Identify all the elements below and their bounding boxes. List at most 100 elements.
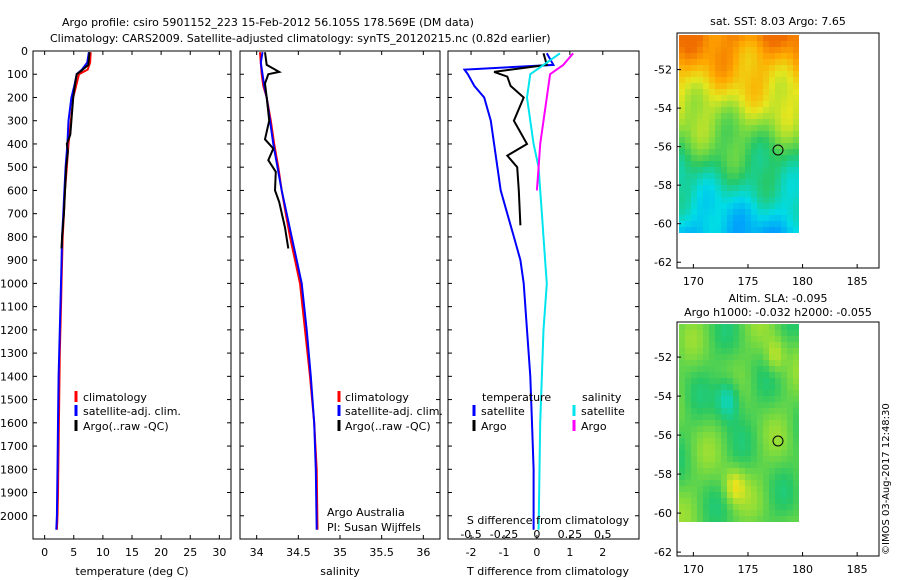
field-cell: [745, 155, 751, 161]
field-cell: [709, 89, 715, 95]
field-cell: [721, 414, 727, 420]
field-cell: [703, 113, 709, 119]
field-cell: [739, 420, 745, 426]
field-cell: [745, 462, 751, 468]
field-cell: [769, 396, 775, 402]
field-cell: [781, 173, 787, 179]
field-cell: [721, 456, 727, 462]
field-cell: [709, 372, 715, 378]
field-cell: [733, 348, 739, 354]
field-cell: [793, 516, 799, 522]
field-cell: [775, 173, 781, 179]
field-cell: [721, 227, 727, 233]
field-cell: [697, 149, 703, 155]
field-cell: [775, 113, 781, 119]
field-cell: [757, 179, 763, 185]
field-cell: [685, 209, 691, 215]
field-cell: [727, 167, 733, 173]
field-cell: [775, 486, 781, 492]
field-cell: [721, 360, 727, 366]
field-cell: [787, 462, 793, 468]
lat-tick-label: -58: [654, 179, 672, 192]
field-cell: [769, 324, 775, 330]
field-cell: [685, 360, 691, 366]
field-cell: [679, 348, 685, 354]
field-cell: [751, 456, 757, 462]
field-cell: [745, 378, 751, 384]
legend-climatology-label: climatology: [83, 391, 147, 404]
field-cell: [685, 95, 691, 101]
field-cell: [775, 456, 781, 462]
field-cell: [697, 101, 703, 107]
field-cell: [751, 65, 757, 71]
field-cell: [709, 426, 715, 432]
field-cell: [715, 185, 721, 191]
field-cell: [769, 438, 775, 444]
field-cell: [739, 378, 745, 384]
field-cell: [709, 378, 715, 384]
field-cell: [733, 209, 739, 215]
field-cell: [709, 137, 715, 143]
field-cell: [787, 498, 793, 504]
field-cell: [733, 342, 739, 348]
field-cell: [733, 179, 739, 185]
field-cell: [757, 227, 763, 233]
field-cell: [763, 384, 769, 390]
field-cell: [793, 432, 799, 438]
field-cell: [685, 396, 691, 402]
field-cell: [775, 137, 781, 143]
field-cell: [751, 450, 757, 456]
field-cell: [715, 402, 721, 408]
field-cell: [763, 342, 769, 348]
field-cell: [679, 372, 685, 378]
field-cell: [685, 161, 691, 167]
field-cell: [787, 390, 793, 396]
field-cell: [745, 203, 751, 209]
field-cell: [733, 336, 739, 342]
field-cell: [751, 119, 757, 125]
field-cell: [769, 143, 775, 149]
field-cell: [793, 498, 799, 504]
field-cell: [679, 432, 685, 438]
field-cell: [733, 101, 739, 107]
field-cell: [703, 378, 709, 384]
field-cell: [751, 390, 757, 396]
field-cell: [721, 95, 727, 101]
field-cell: [703, 149, 709, 155]
field-cell: [763, 516, 769, 522]
field-cell: [787, 450, 793, 456]
field-cell: [697, 191, 703, 197]
field-cell: [769, 486, 775, 492]
field-cell: [685, 384, 691, 390]
x-tick-label: 2: [599, 546, 606, 559]
field-cell: [727, 47, 733, 53]
field-cell: [769, 149, 775, 155]
field-cell: [703, 510, 709, 516]
field-cell: [715, 197, 721, 203]
field-cell: [727, 203, 733, 209]
lat-tick-label: -60: [654, 218, 672, 231]
field-cell: [757, 456, 763, 462]
field-cell: [739, 324, 745, 330]
field-cell: [697, 95, 703, 101]
field-cell: [751, 324, 757, 330]
field-cell: [697, 396, 703, 402]
field-cell: [793, 480, 799, 486]
field-cell: [745, 414, 751, 420]
field-cell: [715, 516, 721, 522]
field-cell: [715, 384, 721, 390]
x-tick-label: 5: [70, 546, 77, 559]
field-cell: [745, 480, 751, 486]
field-cell: [745, 408, 751, 414]
field-cell: [739, 59, 745, 65]
field-cell: [751, 155, 757, 161]
s-difference-tick-label: 0.5: [594, 528, 612, 541]
field-cell: [679, 498, 685, 504]
field-cell: [757, 396, 763, 402]
field-cell: [727, 143, 733, 149]
depth-tick-label: 1700: [0, 440, 28, 453]
field-cell: [739, 161, 745, 167]
field-cell: [763, 510, 769, 516]
field-cell: [739, 408, 745, 414]
x-tick-label: 35: [333, 546, 347, 559]
